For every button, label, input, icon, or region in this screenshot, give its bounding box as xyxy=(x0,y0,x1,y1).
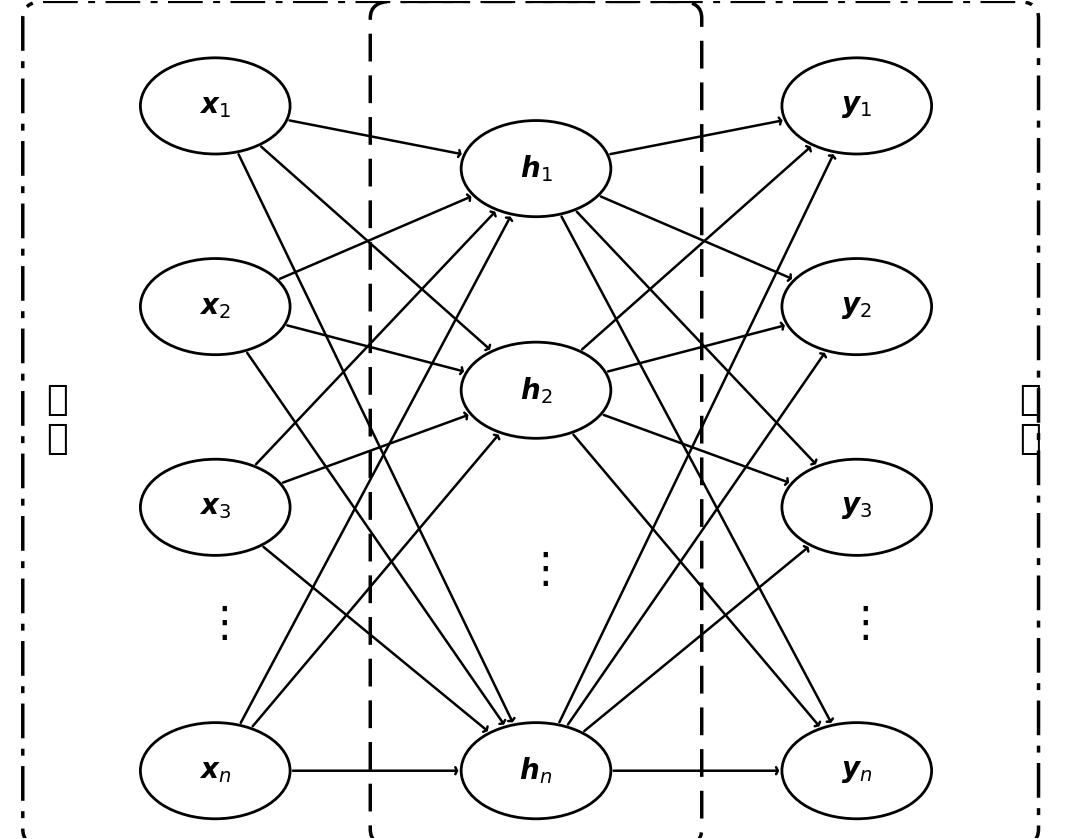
Text: $\boldsymbol{y}_{n}$: $\boldsymbol{y}_{n}$ xyxy=(842,757,873,784)
Ellipse shape xyxy=(140,258,291,355)
Text: $\boldsymbol{x}_{n}$: $\boldsymbol{x}_{n}$ xyxy=(199,757,232,784)
Ellipse shape xyxy=(140,58,291,154)
Ellipse shape xyxy=(781,722,932,819)
Text: $\vdots$: $\vdots$ xyxy=(845,603,869,645)
Text: $\boldsymbol{x}_{3}$: $\boldsymbol{x}_{3}$ xyxy=(199,493,232,521)
Text: $\boldsymbol{h}_{1}$: $\boldsymbol{h}_{1}$ xyxy=(520,154,552,184)
Text: $\boldsymbol{x}_{2}$: $\boldsymbol{x}_{2}$ xyxy=(199,293,232,320)
Text: $\boldsymbol{h}_{2}$: $\boldsymbol{h}_{2}$ xyxy=(520,375,552,405)
Ellipse shape xyxy=(461,121,611,216)
Text: $\boldsymbol{y}_{1}$: $\boldsymbol{y}_{1}$ xyxy=(842,92,873,120)
Ellipse shape xyxy=(140,722,291,819)
Ellipse shape xyxy=(461,722,611,819)
Ellipse shape xyxy=(781,459,932,555)
Text: 编
码: 编 码 xyxy=(46,383,68,456)
Ellipse shape xyxy=(461,342,611,438)
Text: $\boldsymbol{x}_{1}$: $\boldsymbol{x}_{1}$ xyxy=(199,92,232,120)
Text: 解
码: 解 码 xyxy=(1019,383,1041,456)
Ellipse shape xyxy=(140,459,291,555)
Text: $\boldsymbol{h}_{n}$: $\boldsymbol{h}_{n}$ xyxy=(520,755,552,786)
Text: $\vdots$: $\vdots$ xyxy=(523,549,549,591)
Ellipse shape xyxy=(781,258,932,355)
Text: $\boldsymbol{y}_{2}$: $\boldsymbol{y}_{2}$ xyxy=(842,293,873,320)
Ellipse shape xyxy=(781,58,932,154)
Text: $\boldsymbol{y}_{3}$: $\boldsymbol{y}_{3}$ xyxy=(842,493,873,521)
Text: $\vdots$: $\vdots$ xyxy=(203,603,227,645)
